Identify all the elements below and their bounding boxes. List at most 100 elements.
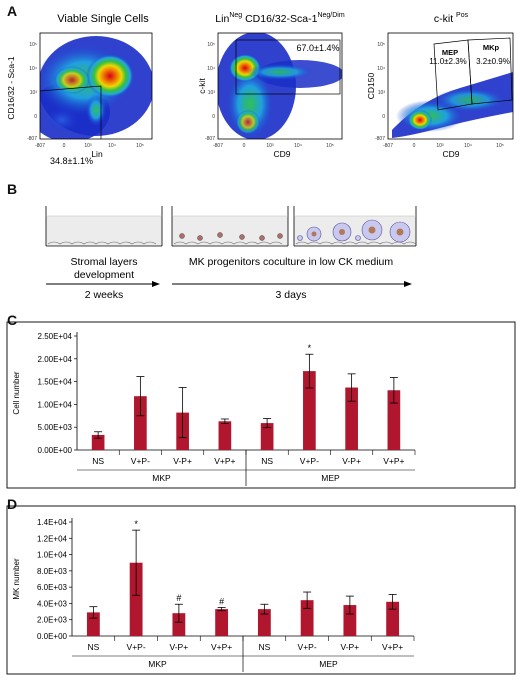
chart-d-ytick-label: 4.0E+03 xyxy=(37,599,68,608)
chart-c-group-label: MEP xyxy=(321,473,340,483)
flow-plot-2-xlabel: CD9 xyxy=(273,149,290,159)
flow-plot-3-xtick: 10⁴ xyxy=(464,143,472,149)
flow-plot-2-title-mid: CD16/32-Sca-1 xyxy=(242,13,317,25)
flow-plot-3-mkp-pct: 3.2±0.9% xyxy=(476,57,510,66)
chart-c-category-label: V+P+ xyxy=(383,456,404,466)
flow-plot-1-ytick: 0 xyxy=(34,114,37,120)
chart-c-category-label: V+P+ xyxy=(214,456,235,466)
chart-d-ytick-label: 2.0E+03 xyxy=(37,616,68,625)
flow-plot-2-xtick: 10³ xyxy=(266,143,274,149)
schematic-label-stromal-line2: development xyxy=(74,269,134,281)
chart-d-category-label: V+P+ xyxy=(211,642,232,652)
flow-plot-1-yticks: 10⁵ 10⁴ 10³ 0 -807 xyxy=(27,42,37,142)
flow-plot-2-xtick: 10⁵ xyxy=(326,143,334,149)
flow-cytometry-panel: Viable Single Cells CD16/32 - Sca-1 Lin … xyxy=(6,12,514,166)
flow-plot-1-ylabel: CD16/32 - Sca-1 xyxy=(6,56,16,120)
chart-c-frame xyxy=(6,321,516,489)
flow-plot-3-ytick: -807 xyxy=(375,136,385,142)
flow-plot-2-gate-pct: 67.0±1.4% xyxy=(297,43,340,53)
chart-d-category-label: NS xyxy=(258,642,270,652)
chart-c-ytick-label: 1.00E+04 xyxy=(38,400,73,409)
flow-plot-3-frame xyxy=(387,32,514,140)
schematic-label-stromal-line1: Stromal layers xyxy=(70,256,137,268)
chart-c-category-label: V-P+ xyxy=(342,456,361,466)
flow-plot-3-title: c-kit Pos xyxy=(434,12,469,25)
flow-plot-2-xtick: -807 xyxy=(213,143,223,149)
chart-d-category-label: V+P- xyxy=(298,642,317,652)
chart-d-category-label: V-P+ xyxy=(341,642,360,652)
chart-d-significance-marker: # xyxy=(176,593,181,603)
panel-letter-b: B xyxy=(7,181,18,197)
chart-d-category-label: NS xyxy=(87,642,99,652)
chart-c-bar xyxy=(387,390,401,450)
chart-d-bar xyxy=(129,562,143,636)
timeline-arrowhead-2 xyxy=(404,281,412,287)
flow-plot-1-ytick: 10⁴ xyxy=(29,66,37,72)
flow-plot-3-mep-label: MEP xyxy=(442,48,458,57)
chart-c-ytick-label: 5.00E+03 xyxy=(38,423,73,432)
flow-plot-3-mkp-label: MKp xyxy=(483,43,500,52)
chart-c-group-label: MKP xyxy=(152,473,171,483)
chart-d-ytick-label: 6.0E+03 xyxy=(37,583,68,592)
flow-plot-2-ytick: -807 xyxy=(205,136,215,142)
flow-plot-1-frame xyxy=(39,32,153,140)
flow-plot-1-ytick: -807 xyxy=(27,136,37,142)
chart-d-category-label: V-P+ xyxy=(170,642,189,652)
chart-d-frame xyxy=(6,505,516,675)
chart-d-bar xyxy=(215,609,229,636)
flow-plot-2-title-negdim: Neg/Dim xyxy=(317,12,344,19)
chart-d-ytick-label: 1.4E+04 xyxy=(37,518,68,527)
flow-plot-3-title-main: c-kit xyxy=(434,13,456,25)
chart-c-ytick-label: 2.50E+04 xyxy=(38,332,73,341)
flow-plot-2-ytick: 10⁵ xyxy=(207,42,215,48)
flow-plot-1-ytick: 10³ xyxy=(30,90,38,96)
flow-plot-3-xlabel: CD9 xyxy=(442,149,459,159)
chart-c-bar xyxy=(218,421,232,450)
flow-plot-2-title-lin: Lin xyxy=(215,13,229,25)
schematic-time-3-days: 3 days xyxy=(276,289,307,301)
chart-d-ylabel: MK number xyxy=(12,558,21,600)
chart-d-bar xyxy=(343,605,357,636)
flow-plot-2-xtick: 0 xyxy=(243,143,246,149)
chart-d-ytick-label: 1.2E+04 xyxy=(37,534,68,543)
chart-d-significance-marker: # xyxy=(219,597,224,607)
chart-c-category-label: V+P- xyxy=(300,456,319,466)
flow-plot-2-density xyxy=(218,33,342,139)
chart-d-group-label: MKP xyxy=(148,659,167,669)
flow-plot-1-ytick: 10⁵ xyxy=(29,42,37,48)
flow-plot-1-gate-pct: 34.8±1.1% xyxy=(50,156,93,166)
flow-plot-1-xtick: 0 xyxy=(63,143,66,149)
chart-c-ytick-label: 1.50E+04 xyxy=(38,378,73,387)
flow-plot-3-xtick: 0 xyxy=(413,143,416,149)
flow-plot-1-density xyxy=(40,36,152,139)
flow-plot-1-xtick: 10⁴ xyxy=(108,143,116,149)
flow-plot-2-title: LinNeg CD16/32-Sca-1Neg/Dim xyxy=(215,12,345,25)
chart-d-ytick-label: 8.0E+03 xyxy=(37,567,68,576)
flow-plot-1-xlabel: Lin xyxy=(91,149,103,159)
flow-plot-2-xtick: 10⁴ xyxy=(294,143,302,149)
flow-plot-3-ytick: 10³ xyxy=(378,90,386,96)
flow-plot-3-ytick: 10⁵ xyxy=(377,42,385,48)
flow-plot-3-xticks: -807 0 10³ 10⁴ 10⁵ xyxy=(383,143,504,149)
flow-plot-1-gate xyxy=(39,85,102,139)
chart-c-category-label: NS xyxy=(261,456,273,466)
flow-plot-2-ytick: 10⁴ xyxy=(207,66,215,72)
chart-c-bar xyxy=(134,396,147,450)
chart-c-ytick-label: 0.00E+00 xyxy=(38,446,73,455)
panel-letter-a: A xyxy=(7,3,18,19)
flow-plot-2-ylabel: c-kit xyxy=(197,78,207,94)
chart-c-ytick-label: 2.00E+04 xyxy=(38,355,73,364)
chart-c-category-label: NS xyxy=(92,456,104,466)
chart-c-bar xyxy=(260,423,274,450)
flow-plot-2-ytick: 0 xyxy=(212,114,215,120)
chart-c-bar xyxy=(91,434,105,450)
flow-plot-3-title-pos: Pos xyxy=(456,12,469,19)
flow-plot-2-frame xyxy=(217,32,343,140)
chart-d-bar xyxy=(386,601,400,636)
bar-chart-mk-number: 0.0E+00 2.0E+03 4.0E+03 6.0E+03 8.0E+03 1.0E+… xyxy=(6,505,516,675)
flow-plot-2-gate xyxy=(235,39,341,95)
flow-plot-2-xticks: -807 0 10³ 10⁴ 10⁵ xyxy=(213,143,334,149)
flow-plot-3-xtick: 10⁵ xyxy=(496,143,504,149)
chart-d-bar xyxy=(172,613,186,636)
flow-plot-3-mep-pct: 11.0±2.3% xyxy=(429,57,467,66)
